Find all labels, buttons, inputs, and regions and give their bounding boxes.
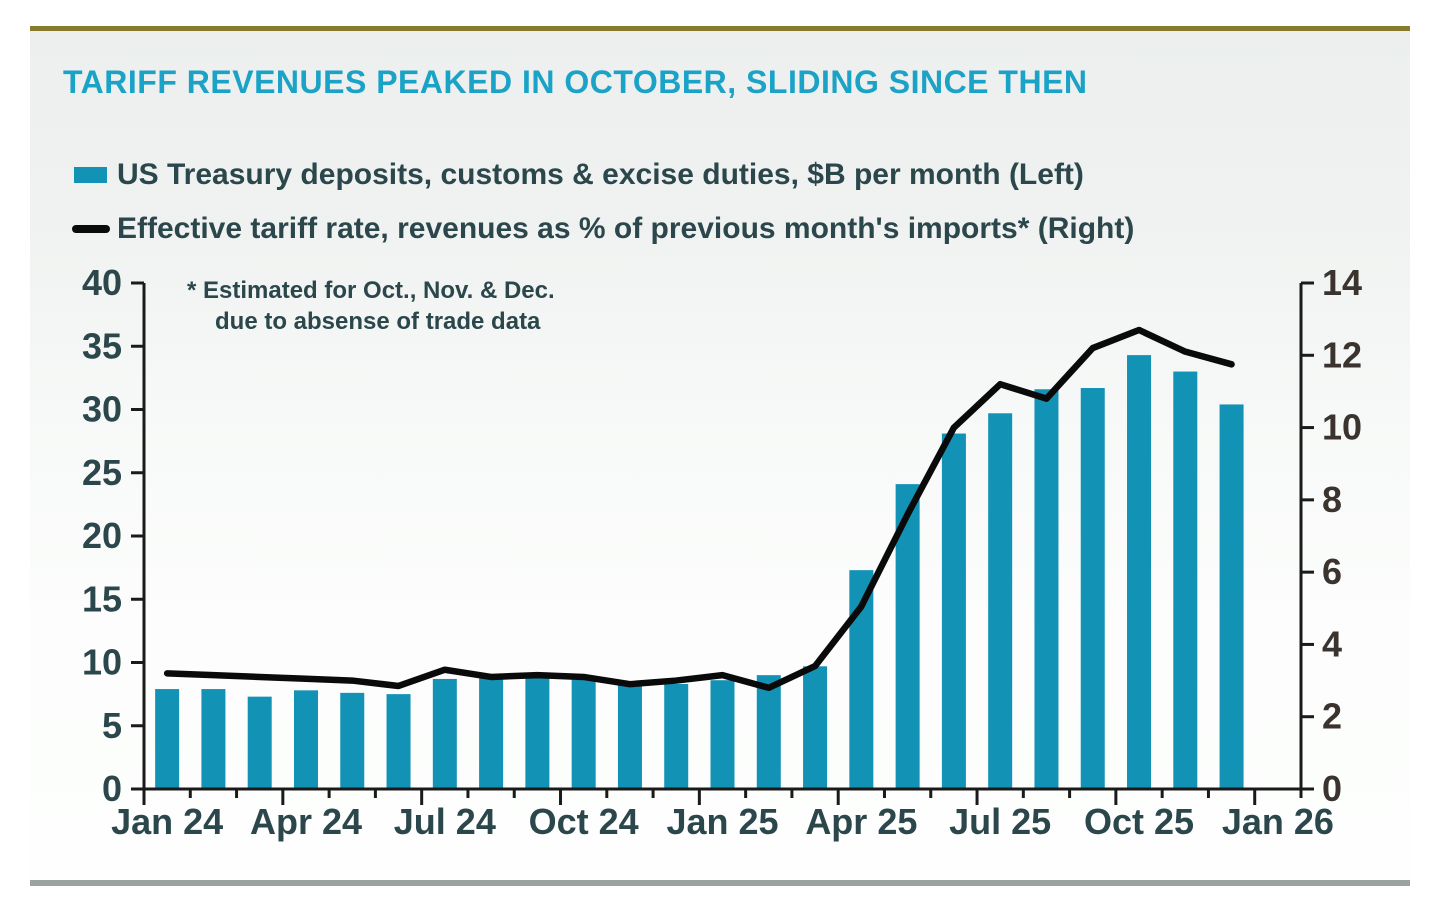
x-axis-label: Jul 24 (394, 801, 496, 842)
right-axis-tick-label: 8 (1322, 479, 1342, 520)
bar-Oct-25 (1127, 355, 1152, 790)
x-axis-label: Jan 25 (666, 801, 778, 842)
right-axis-tick-label: 4 (1322, 623, 1342, 664)
legend-item-line: Effective tariff rate, revenues as % of … (72, 202, 1134, 256)
bar-Jul-24 (432, 678, 457, 790)
left-axis-tick-label: 30 (82, 389, 122, 430)
bar-Nov-25 (1173, 371, 1198, 790)
page-title: TARIFF REVENUES PEAKED IN OCTOBER, SLIDI… (63, 64, 1088, 100)
bar-Mar-25 (803, 666, 828, 790)
left-axis-tick-label: 0 (102, 768, 122, 809)
right-axis-tick-label: 14 (1322, 262, 1362, 303)
legend-label: US Treasury deposits, customs & excise d… (117, 158, 1084, 191)
bar-Sep-24 (525, 676, 550, 790)
right-axis-tick-label: 0 (1322, 768, 1342, 809)
legend: US Treasury deposits, customs & excise d… (72, 148, 1134, 256)
bar-Aug-24 (479, 676, 504, 790)
left-axis-tick-label: 25 (82, 452, 122, 493)
bar-Dec-24 (664, 684, 689, 790)
legend-label: Effective tariff rate, revenues as % of … (117, 212, 1135, 245)
x-axis-label: Apr 24 (250, 801, 362, 842)
bar-Jun-25 (941, 433, 966, 790)
footnote-annotation-line2: due to absense of trade data (215, 308, 541, 335)
left-axis-tick-label: 40 (82, 262, 122, 303)
bar-Feb-25 (756, 675, 781, 790)
right-axis-tick-label: 10 (1322, 407, 1362, 448)
x-axis-label: Jan 24 (111, 801, 223, 842)
tariff-rate-line (163, 326, 1235, 692)
footnote-annotation-line1: * Estimated for Oct., Nov. & Dec. (187, 277, 555, 304)
bar-Apr-24 (293, 690, 318, 790)
line-swatch-icon (72, 225, 110, 233)
bar-Jun-24 (386, 694, 411, 790)
bar-Mar-24 (247, 696, 272, 790)
bar-Jul-25 (988, 413, 1013, 790)
left-axis-tick-label: 5 (102, 705, 122, 746)
bottom-divider-rule (30, 880, 1410, 886)
right-axis-tick-label: 6 (1322, 551, 1342, 592)
right-axis-tick-label: 12 (1322, 334, 1362, 375)
left-axis-tick-label: 10 (82, 642, 122, 683)
x-axis-label: Jul 25 (949, 801, 1051, 842)
right-axis-tick-label: 2 (1322, 696, 1342, 737)
left-axis-tick-label: 35 (82, 325, 122, 366)
bar-May-24 (340, 692, 365, 790)
left-axis-tick-label: 15 (82, 578, 122, 619)
x-axis-label: Oct 25 (1084, 801, 1194, 842)
bar-Nov-24 (617, 684, 642, 790)
bar-Jan-25 (710, 680, 735, 790)
x-axis-label: Apr 25 (805, 801, 917, 842)
left-axis-tick-label: 20 (82, 515, 122, 556)
bar-Aug-25 (1034, 389, 1059, 790)
legend-item-bars: US Treasury deposits, customs & excise d… (72, 148, 1134, 202)
bar-swatch-icon (74, 167, 107, 183)
bar-Sep-25 (1080, 387, 1105, 790)
bar-Jan-24 (155, 689, 180, 790)
top-accent-rule (30, 26, 1410, 31)
bar-Feb-24 (201, 689, 226, 790)
x-axis-label: Jan 26 (1222, 801, 1334, 842)
bar-Dec-25 (1219, 404, 1244, 790)
bar-Oct-24 (571, 678, 596, 790)
x-axis-label: Oct 24 (529, 801, 639, 842)
